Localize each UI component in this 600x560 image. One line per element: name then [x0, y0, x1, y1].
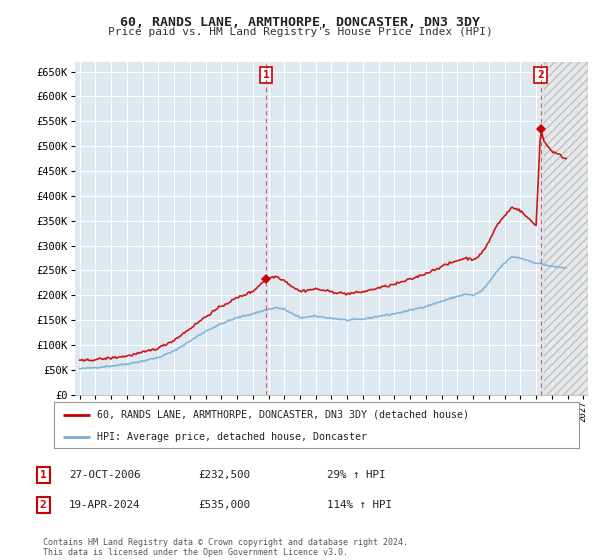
Text: 60, RANDS LANE, ARMTHORPE, DONCASTER, DN3 3DY (detached house): 60, RANDS LANE, ARMTHORPE, DONCASTER, DN… [97, 410, 469, 420]
Text: 2: 2 [537, 70, 544, 80]
Text: Contains HM Land Registry data © Crown copyright and database right 2024.
This d: Contains HM Land Registry data © Crown c… [43, 538, 408, 557]
Text: 2: 2 [40, 500, 47, 510]
Text: Price paid vs. HM Land Registry's House Price Index (HPI): Price paid vs. HM Land Registry's House … [107, 27, 493, 37]
Text: £535,000: £535,000 [198, 500, 250, 510]
Text: 29% ↑ HPI: 29% ↑ HPI [327, 470, 386, 480]
Text: 1: 1 [263, 70, 269, 80]
Text: 1: 1 [40, 470, 47, 480]
Text: HPI: Average price, detached house, Doncaster: HPI: Average price, detached house, Donc… [97, 432, 367, 441]
Text: 19-APR-2024: 19-APR-2024 [69, 500, 140, 510]
Text: 114% ↑ HPI: 114% ↑ HPI [327, 500, 392, 510]
Text: 60, RANDS LANE, ARMTHORPE, DONCASTER, DN3 3DY: 60, RANDS LANE, ARMTHORPE, DONCASTER, DN… [120, 16, 480, 29]
Text: £232,500: £232,500 [198, 470, 250, 480]
Text: 27-OCT-2006: 27-OCT-2006 [69, 470, 140, 480]
